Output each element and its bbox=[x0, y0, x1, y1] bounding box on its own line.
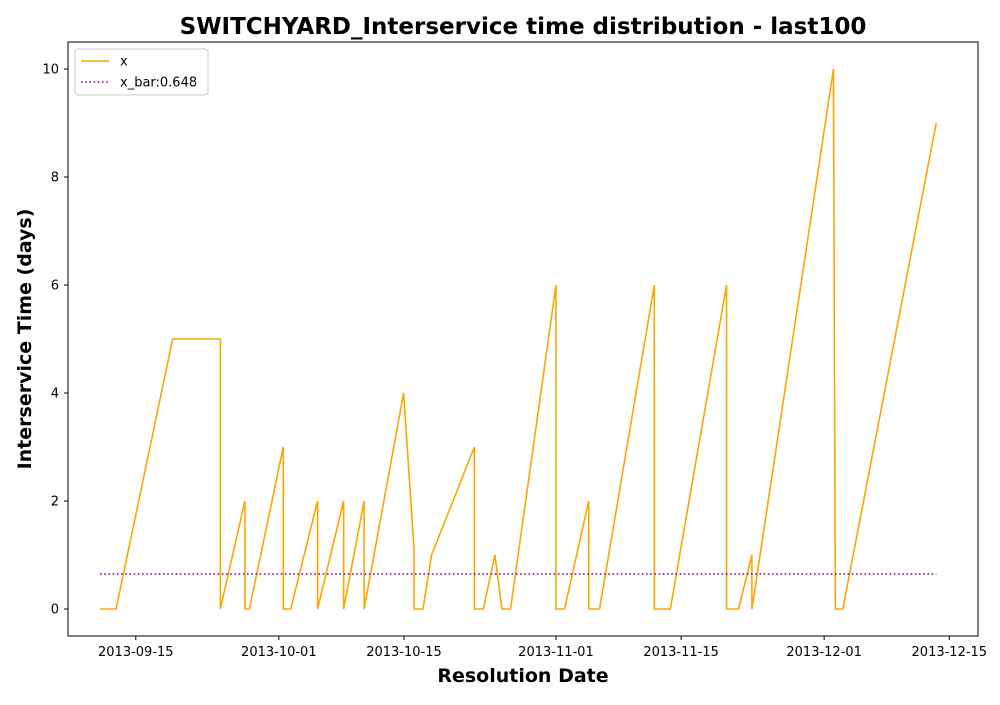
legend: x x_bar:0.648 bbox=[74, 48, 209, 96]
series-line-x bbox=[100, 68, 938, 610]
y-axis-label: Interservice Time (days) bbox=[14, 209, 36, 470]
x-tick-label: 2013-11-15 bbox=[643, 645, 719, 660]
legend-label: x_bar:0.648 bbox=[120, 76, 197, 91]
legend-label: x bbox=[120, 55, 128, 70]
x-tick-label: 2013-11-01 bbox=[518, 645, 594, 660]
y-tick-label: 10 bbox=[42, 63, 59, 78]
y-tick-label: 8 bbox=[51, 171, 59, 186]
x-tick-label: 2013-10-01 bbox=[241, 645, 317, 660]
series-layer bbox=[100, 68, 938, 610]
x-tick-label: 2013-12-15 bbox=[912, 645, 988, 660]
y-tick-label: 6 bbox=[51, 279, 59, 294]
axes-layer: 2013-09-15 2013-10-01 2013-10-15 2013-11-01… bbox=[42, 41, 988, 660]
x-tick-label: 2013-10-15 bbox=[366, 645, 442, 660]
plot-frame bbox=[67, 41, 979, 637]
x-tick-label: 2013-12-01 bbox=[786, 645, 862, 660]
y-tick-label: 0 bbox=[51, 603, 59, 618]
x-tick-label: 2013-09-15 bbox=[98, 645, 174, 660]
x-axis-label: Resolution Date bbox=[437, 665, 608, 687]
chart-title: SWITCHYARD_Interservice time distributio… bbox=[180, 14, 867, 40]
y-tick-label: 2 bbox=[51, 495, 59, 510]
y-tick-label: 4 bbox=[51, 387, 59, 402]
